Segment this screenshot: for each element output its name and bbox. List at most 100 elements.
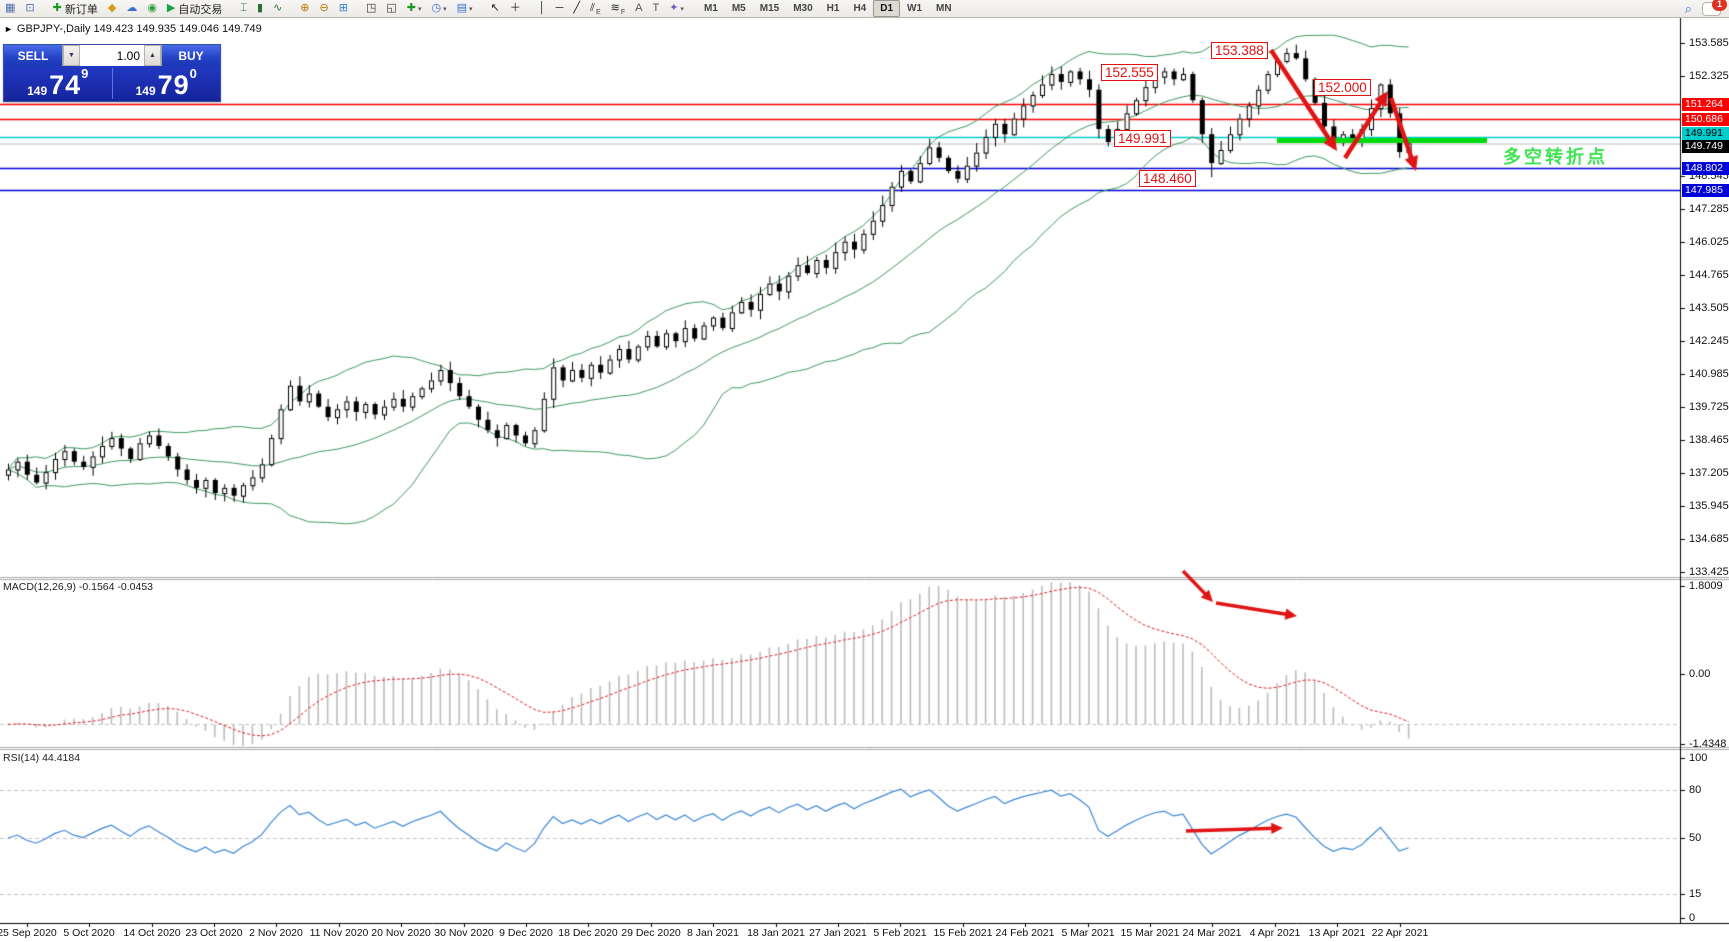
timeframe-d1[interactable]: D1 bbox=[873, 0, 901, 17]
market-watch-icon[interactable]: ◆ bbox=[104, 0, 120, 17]
candlestick-type-icon[interactable]: ▮ bbox=[253, 0, 267, 17]
trendline-icon: ╱ bbox=[573, 2, 581, 14]
quote-divider bbox=[111, 68, 113, 99]
dropdown-arrow-icon[interactable]: ▾ bbox=[443, 5, 447, 13]
equidistant-channel-icon-sub: E bbox=[595, 9, 601, 16]
date-axis-tick: 14 Oct 2020 bbox=[123, 927, 181, 939]
date-axis-tick: 29 Dec 2020 bbox=[621, 927, 681, 939]
fibonacci-icon: ≋ bbox=[610, 2, 620, 14]
news-icon[interactable]: ◉ bbox=[143, 0, 161, 17]
timeframe-m30[interactable]: M30 bbox=[793, 3, 813, 14]
bar-chart-type-icon: ⌶ bbox=[240, 2, 247, 14]
text-label-icon[interactable]: T bbox=[648, 0, 663, 17]
indicator-window-icon: ◳ bbox=[365, 2, 377, 14]
rsi-axis-tick: 50 bbox=[1689, 832, 1702, 844]
annotation-text-cn[interactable]: 多空转折点 bbox=[1503, 147, 1608, 167]
timeframe-m1[interactable]: M1 bbox=[703, 3, 718, 14]
dropdown-arrow-icon[interactable]: ▾ bbox=[680, 5, 684, 13]
timeframe-h1[interactable]: H1 bbox=[826, 3, 840, 14]
equidistant-channel-icon[interactable]: ⫽ E bbox=[586, 0, 605, 17]
date-axis-tick: 4 Apr 2021 bbox=[1249, 927, 1301, 939]
buy-price-point: 0 bbox=[189, 66, 197, 81]
new-order-button-label: 新订单 bbox=[64, 3, 98, 16]
date-axis-tick: 27 Jan 2021 bbox=[809, 927, 867, 939]
price-axis-badge: 151.264 bbox=[1682, 97, 1729, 111]
price-axis-tick: 152.325 bbox=[1689, 70, 1729, 82]
buy-quote[interactable]: 149 79 0 bbox=[113, 66, 221, 101]
signals-icon[interactable]: ☁ bbox=[122, 0, 141, 17]
rsi-axis-tick: 0 bbox=[1689, 912, 1696, 924]
one-click-trading-panel: SELL ▼ 1.00 ▲ BUY 149 74 9 149 79 0 bbox=[3, 44, 221, 102]
vertical-line-icon[interactable]: │ bbox=[535, 0, 550, 17]
dropdown-arrow-icon[interactable]: ▾ bbox=[417, 5, 422, 13]
search-icon[interactable]: ⌕ bbox=[1684, 1, 1692, 16]
horizontal-line-icon: ─ bbox=[555, 2, 564, 14]
volume-decrease-button[interactable]: ▼ bbox=[63, 45, 80, 66]
shapes-icon[interactable]: ✦ ▾ bbox=[665, 0, 688, 17]
text-icon[interactable]: A bbox=[631, 0, 646, 17]
timeframe-w1[interactable]: W1 bbox=[907, 3, 923, 14]
zoom-out-icon[interactable]: ⊖ bbox=[316, 0, 333, 17]
cursor-icon[interactable]: ↖ bbox=[487, 0, 504, 17]
trendline-icon[interactable]: ╱ bbox=[569, 0, 584, 17]
sell-quote[interactable]: 149 74 9 bbox=[4, 66, 112, 101]
buy-price-base: 149 bbox=[135, 84, 156, 98]
horizontal-line-icon[interactable]: ─ bbox=[552, 0, 568, 17]
date-axis-tick: 13 Apr 2021 bbox=[1308, 927, 1366, 939]
news-icon: ◉ bbox=[147, 2, 157, 14]
timeframe-m5[interactable]: M5 bbox=[731, 3, 746, 14]
chart-price-label[interactable]: 148.460 bbox=[1139, 170, 1196, 187]
new-order-button[interactable]: ✚ 新订单 bbox=[49, 0, 102, 17]
zoom-in-icon[interactable]: ⊕ bbox=[296, 0, 313, 17]
rsi-axis-tick: 100 bbox=[1689, 752, 1708, 764]
chart-price-label[interactable]: 152.000 bbox=[1314, 79, 1371, 96]
chart-window-icon[interactable]: ▦ bbox=[1, 0, 19, 17]
text-icon: A bbox=[635, 2, 643, 14]
rsi-indicator-label: RSI(14) 44.4184 bbox=[3, 752, 81, 764]
price-axis-badge: 149.749 bbox=[1682, 139, 1729, 153]
profile-preview-icon[interactable]: ⊡ bbox=[21, 0, 38, 17]
buy-button[interactable]: BUY bbox=[162, 45, 220, 66]
add-indicator-icon: ✚ bbox=[406, 2, 416, 14]
chart-price-label[interactable]: 152.555 bbox=[1101, 64, 1158, 81]
dropdown-arrow-icon[interactable]: ▾ bbox=[469, 5, 473, 13]
indicator-subwindow-icon[interactable]: ◱ bbox=[382, 0, 400, 17]
indicator-window-icon[interactable]: ◳ bbox=[362, 0, 380, 17]
price-axis-tick: 139.725 bbox=[1689, 401, 1729, 413]
main-toolbar: ▦ ⊡ ✚ 新订单 ◆ ☁ ◉ ▶ 自动交易 ⌶ ▮ ∿ ⊕ ⊖ ⊞ ◳ ◱ ✚ ▾ ◷ ▾ ▤ ▾ ↖ ＋ │ ─ ╱ ⫽ E ≋ F A T ✦… bbox=[0, 0, 1729, 18]
chart-marker-icon: ► bbox=[4, 24, 13, 34]
equidistant-channel-icon: ⫽ bbox=[590, 2, 595, 14]
timeframe-mn[interactable]: MN bbox=[936, 3, 952, 14]
line-chart-type-icon[interactable]: ∿ bbox=[269, 0, 286, 17]
crosshair-icon[interactable]: ＋ bbox=[506, 0, 525, 17]
autotrading-button[interactable]: ▶ 自动交易 bbox=[163, 0, 226, 17]
chart-price-label[interactable]: 149.991 bbox=[1114, 130, 1171, 147]
fibonacci-icon[interactable]: ≋ F bbox=[607, 0, 630, 17]
timeframe-m15[interactable]: M15 bbox=[759, 3, 780, 14]
rsi-axis-tick: 15 bbox=[1689, 888, 1702, 900]
tile-windows-icon[interactable]: ⊞ bbox=[335, 0, 352, 17]
volume-input[interactable]: 1.00 bbox=[80, 45, 144, 66]
macd-axis-tick: -1.4348 bbox=[1689, 738, 1727, 750]
price-axis-tick: 133.425 bbox=[1689, 566, 1729, 578]
notification-badge: 1 bbox=[1712, 0, 1727, 11]
add-indicator-icon[interactable]: ✚ ▾ bbox=[403, 0, 426, 17]
templates-icon[interactable]: ▤ ▾ bbox=[453, 0, 477, 17]
price-axis-tick: 138.465 bbox=[1689, 434, 1729, 446]
sell-button[interactable]: SELL bbox=[4, 45, 62, 66]
timeframe-h4[interactable]: H4 bbox=[853, 3, 867, 14]
bar-chart-type-icon[interactable]: ⌶ bbox=[236, 0, 251, 17]
cursor-icon: ↖ bbox=[490, 2, 500, 14]
chart-price-label[interactable]: 153.388 bbox=[1211, 42, 1268, 59]
timeframe-toolbar: M1 M5 M15 M30 H1 H4 D1 W1 MN bbox=[697, 0, 959, 17]
trade-panel-quotes: 149 74 9 149 79 0 bbox=[4, 66, 220, 101]
toolbar-items: ▦ ⊡ ✚ 新订单 ◆ ☁ ◉ ▶ 自动交易 ⌶ ▮ ∿ ⊕ ⊖ ⊞ ◳ ◱ ✚ ▾ ◷ ▾ ▤ ▾ ↖ ＋ │ ─ ╱ ⫽ E ≋ F A T ✦… bbox=[0, 0, 697, 17]
price-axis-tick: 144.765 bbox=[1689, 269, 1729, 281]
date-axis-tick: 18 Dec 2020 bbox=[558, 927, 618, 939]
chat-icon[interactable]: 1 bbox=[1702, 0, 1727, 16]
periods-icon[interactable]: ◷ ▾ bbox=[427, 0, 450, 17]
candlestick-type-icon: ▮ bbox=[257, 2, 264, 14]
volume-increase-button[interactable]: ▲ bbox=[144, 45, 161, 66]
periods-icon: ◷ bbox=[431, 2, 442, 14]
